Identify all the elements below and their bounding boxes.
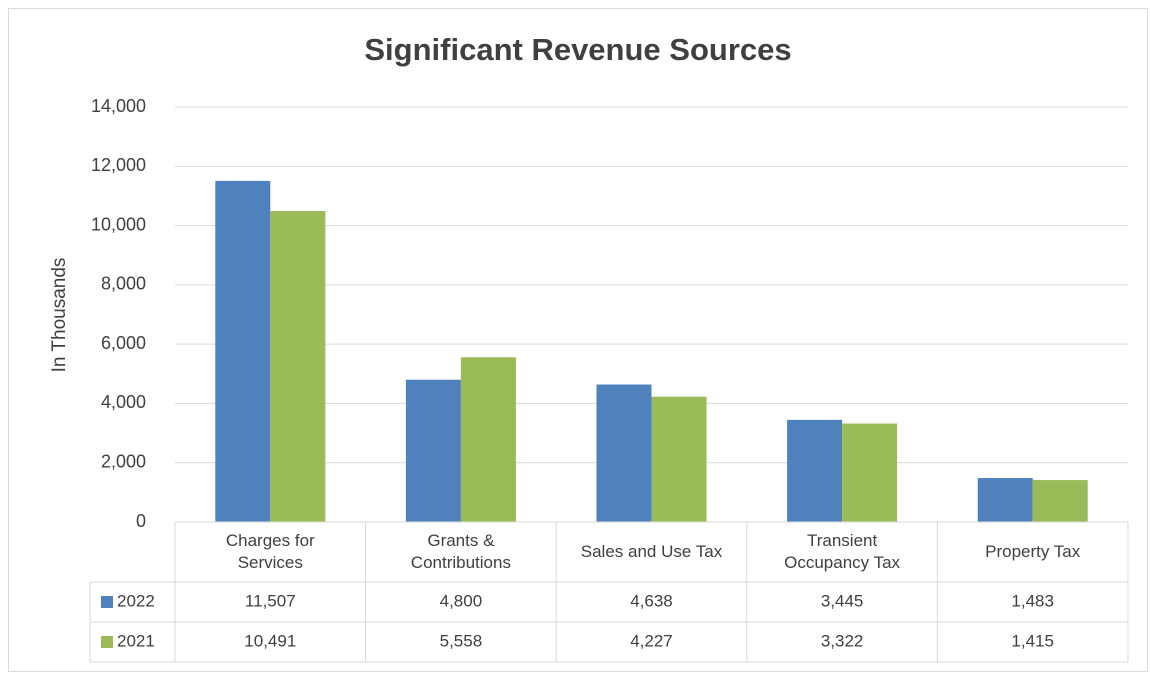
bar: [460, 357, 516, 522]
y-tick-label: 10,000: [91, 214, 146, 234]
legend-key: [101, 636, 113, 648]
bar: [977, 478, 1033, 522]
y-tick-label: 12,000: [91, 155, 146, 175]
category-cell: Sales and Use Tax: [580, 541, 723, 561]
table-value: 10,491: [244, 631, 296, 650]
legend-key: [101, 596, 113, 608]
bar: [842, 423, 898, 522]
bar: [405, 379, 461, 522]
y-tick-label: 8,000: [101, 274, 146, 294]
table-value: 4,638: [630, 591, 673, 610]
x-tick-label: Transient Occupancy Tax: [784, 530, 901, 572]
table-value: 5,558: [440, 631, 483, 650]
x-tick-label: Grants & Contributions: [410, 530, 511, 572]
bar: [787, 419, 843, 522]
table-value: 3,322: [821, 631, 864, 650]
bar: [651, 396, 707, 522]
category-cell: Charges for Services: [225, 530, 315, 572]
table-value: 4,227: [630, 631, 673, 650]
x-tick-label: Charges for Services: [225, 530, 315, 572]
x-tick-label: Sales and Use Tax: [580, 541, 723, 561]
table-value: 1,415: [1011, 631, 1054, 650]
category-cell: Property Tax: [985, 541, 1081, 561]
y-tick-label: 4,000: [101, 392, 146, 412]
legend-label: 2022: [117, 591, 155, 610]
y-tick-label: 6,000: [101, 333, 146, 353]
table-value: 4,800: [440, 591, 483, 610]
y-tick-label: 0: [136, 511, 146, 531]
y-tick-label: 2,000: [101, 451, 146, 471]
table-value: 3,445: [821, 591, 864, 610]
y-tick-label: 14,000: [91, 96, 146, 116]
legend-label: 2021: [117, 631, 155, 650]
bar: [1032, 480, 1088, 522]
y-axis-label: In Thousands: [49, 258, 70, 373]
category-cell: Transient Occupancy Tax: [784, 530, 901, 572]
bar: [596, 384, 652, 522]
table-value: 1,483: [1011, 591, 1054, 610]
chart-border: [8, 8, 1148, 672]
x-tick-label: Property Tax: [985, 541, 1081, 561]
chart-title: Significant Revenue Sources: [364, 32, 791, 67]
bar: [270, 211, 326, 522]
table-value: 11,507: [245, 591, 296, 610]
category-cell: Grants & Contributions: [410, 530, 511, 572]
bar: [215, 180, 271, 522]
